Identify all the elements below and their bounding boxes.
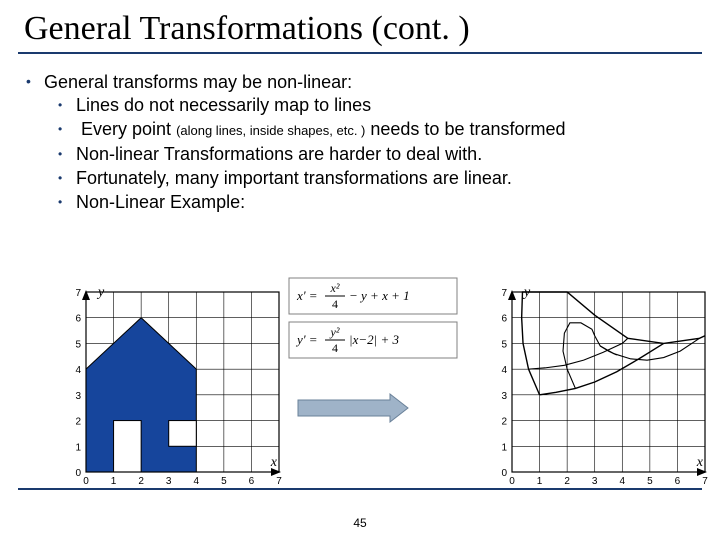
right-chart: 0 1 2 3 4 5 6 7 0 1 2 3 4 5 6 7 y x	[494, 278, 709, 488]
svg-text:4: 4	[332, 297, 338, 311]
svg-text:2: 2	[75, 417, 81, 428]
svg-text:2: 2	[564, 476, 570, 487]
svg-text:4: 4	[194, 476, 200, 487]
bottom-rule	[18, 488, 702, 490]
bullet-sub-0: Lines do not necessarily map to lines	[58, 93, 702, 117]
svg-text:2: 2	[138, 476, 144, 487]
svg-text:1: 1	[75, 442, 81, 453]
slide-title: General Transformations (cont. )	[18, 10, 702, 54]
svg-text:6: 6	[501, 314, 507, 325]
svg-text:0: 0	[509, 476, 515, 487]
svg-text:3: 3	[501, 391, 507, 402]
svg-text:4: 4	[620, 476, 626, 487]
svg-text:7: 7	[75, 288, 81, 299]
svg-text:0: 0	[83, 476, 89, 487]
svg-text:− y + x + 1: − y + x + 1	[349, 288, 410, 303]
svg-text:x: x	[270, 455, 278, 470]
svg-text:5: 5	[501, 339, 507, 350]
body-text: General transforms may be non-linear: Li…	[18, 72, 702, 214]
svg-text:4: 4	[501, 365, 507, 376]
svg-text:7: 7	[276, 476, 282, 487]
svg-text:5: 5	[75, 339, 81, 350]
svg-text:1: 1	[111, 476, 117, 487]
svg-text:1: 1	[501, 442, 507, 453]
arrow-icon	[280, 388, 440, 428]
svg-text:6: 6	[675, 476, 681, 487]
svg-text:x: x	[696, 455, 704, 470]
bullet-sub-1: Every point (along lines, inside shapes,…	[58, 117, 702, 141]
svg-text:y: y	[522, 285, 531, 300]
svg-text:y' =: y' =	[295, 332, 318, 347]
svg-text:7: 7	[501, 288, 507, 299]
bullet-sub-3: Fortunately, many important transformati…	[58, 166, 702, 190]
svg-text:4: 4	[332, 341, 338, 355]
equations-box: x' = x² 4 − y + x + 1 y' = y² 4 |x−2| + 3	[287, 276, 462, 362]
svg-text:x²: x²	[330, 281, 340, 295]
bullet-sub-2: Non-linear Transformations are harder to…	[58, 142, 702, 166]
svg-text:3: 3	[75, 391, 81, 402]
svg-text:0: 0	[75, 468, 81, 479]
svg-text:6: 6	[249, 476, 255, 487]
svg-text:x' =: x' =	[296, 288, 318, 303]
svg-text:1: 1	[537, 476, 543, 487]
left-chart: 0 1 2 3 4 5 6 7 0 1 2 3 4 5 6 7 y x	[68, 278, 283, 488]
svg-text:3: 3	[166, 476, 172, 487]
svg-text:3: 3	[592, 476, 598, 487]
bullet-main: General transforms may be non-linear: Li…	[26, 72, 702, 214]
svg-text:5: 5	[647, 476, 653, 487]
bullet-sub-4: Non-Linear Example:	[58, 190, 702, 214]
svg-text:0: 0	[501, 468, 507, 479]
svg-text:4: 4	[75, 365, 81, 376]
svg-text:6: 6	[75, 314, 81, 325]
svg-text:2: 2	[501, 417, 507, 428]
page-number: 45	[0, 516, 720, 530]
svg-text:y²: y²	[330, 325, 340, 339]
svg-text:7: 7	[702, 476, 708, 487]
svg-text:5: 5	[221, 476, 227, 487]
svg-text:y: y	[96, 285, 105, 300]
svg-text:|x−2| + 3: |x−2| + 3	[349, 332, 399, 347]
